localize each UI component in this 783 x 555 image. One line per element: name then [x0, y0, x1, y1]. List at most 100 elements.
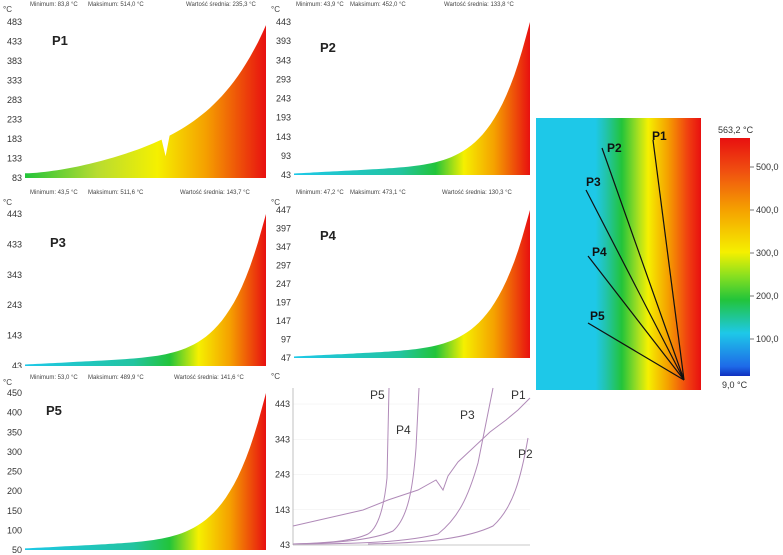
y-tick-label: 143: [7, 331, 22, 341]
profile-area: [294, 210, 530, 358]
series-label-p5: P5: [370, 388, 385, 402]
series-line-p4: [292, 387, 420, 545]
stat-minimum: Minimum: 47,2 °C: [296, 190, 344, 196]
profile-line-label-p2: P2: [607, 141, 622, 155]
profile-label: P5: [46, 403, 62, 418]
y-tick-label: 443: [275, 399, 290, 409]
profile-line-label-p4: P4: [592, 245, 607, 259]
y-tick-label: 250: [7, 467, 22, 477]
stat-average: Wartość średnia: 130,3 °C: [442, 190, 512, 196]
series-label-p3: P3: [460, 408, 475, 422]
combined-profiles-chart: °C 443 343 243 143 43 P5 P4 P3 P1 P2: [268, 368, 536, 555]
series-label-p4: P4: [396, 423, 411, 437]
stats-bar: Minimum: 47,2 °C Maksimum: 473,1 °C Wart…: [268, 188, 531, 200]
stat-average: Wartość średnia: 141,6 °C: [174, 375, 244, 381]
profile-line-label-p1: P1: [652, 129, 667, 143]
profile-line-p4: [587, 255, 685, 381]
y-tick-label: 400: [7, 408, 22, 418]
y-tick-label: 393: [276, 36, 291, 46]
stat-average: Wartość średnia: 133,8 °C: [444, 2, 514, 8]
profile-label: P4: [320, 228, 336, 243]
series-line-p3: [292, 387, 494, 545]
color-scale-bar: [720, 138, 750, 376]
y-tick-label: 347: [276, 242, 291, 252]
y-tick-label: 483: [7, 17, 22, 27]
y-tick-label: 233: [7, 115, 22, 125]
chart-panel-p4: Minimum: 47,2 °C Maksimum: 473,1 °C Wart…: [268, 188, 531, 363]
y-tick-label: 100: [7, 525, 22, 535]
profile-chart-svg: 483 433 383 333 283 233 183 133 83: [7, 17, 266, 183]
unit-label: °C: [3, 378, 12, 387]
y-tick-label: 383: [7, 56, 22, 66]
scale-tick-label: 200,0: [756, 291, 779, 301]
stat-maximum: Maksimum: 514,0 °C: [88, 2, 144, 8]
y-tick-label: 300: [7, 447, 22, 457]
y-tick-label: 83: [12, 173, 22, 183]
profile-area: [25, 25, 266, 178]
combined-chart-svg: 443 343 243 143 43 P5 P4 P3 P1 P2: [275, 387, 533, 550]
unit-label: °C: [3, 5, 12, 14]
stat-maximum: Maksimum: 511,6 °C: [88, 190, 144, 196]
y-tick-label: 443: [276, 17, 291, 27]
profile-label: P1: [52, 33, 68, 48]
stat-maximum: Maksimum: 452,0 °C: [350, 2, 406, 8]
y-tick-label: 133: [7, 154, 22, 164]
color-scale-max-label: 563,2 °C: [718, 125, 754, 135]
y-tick-label: 247: [276, 279, 291, 289]
profile-chart-svg: 443 393 343 293 243 193 143 93 43: [276, 17, 530, 180]
y-tick-label: 243: [276, 94, 291, 104]
y-tick-label: 297: [276, 261, 291, 271]
profile-area: [25, 393, 266, 550]
profile-line-p1: [652, 139, 685, 381]
stat-maximum: Maksimum: 489,9 °C: [88, 375, 144, 381]
series-line-p2: [367, 437, 529, 545]
y-tick-label: 293: [276, 74, 291, 84]
stat-minimum: Minimum: 53,0 °C: [30, 375, 78, 381]
y-tick-label: 397: [276, 224, 291, 234]
chart-panel-p5: Minimum: 53,0 °C Maksimum: 489,9 °C Wart…: [0, 373, 268, 555]
y-tick-label: 50: [12, 545, 22, 555]
profile-line-p2: [601, 147, 685, 381]
profile-line-label-p3: P3: [586, 175, 601, 189]
y-tick-label: 200: [7, 486, 22, 496]
y-tick-label: 183: [7, 134, 22, 144]
profile-chart-svg: 450 400 350 300 250 200 150 100 50: [7, 388, 266, 555]
y-tick-label: 447: [276, 205, 291, 215]
stat-minimum: Minimum: 43,5 °C: [30, 190, 78, 196]
chart-panel-p1: Minimum: 83,8 °C Maksimum: 514,0 °C Wart…: [0, 0, 268, 183]
y-tick-label: 243: [7, 300, 22, 310]
unit-label: °C: [271, 198, 280, 207]
series-line-p5: [292, 387, 390, 545]
y-tick-label: 43: [12, 361, 22, 368]
stat-maximum: Maksimum: 473,1 °C: [350, 190, 406, 196]
stat-minimum: Minimum: 83,8 °C: [30, 2, 78, 8]
stats-bar: Minimum: 43,5 °C Maksimum: 511,6 °C Wart…: [0, 188, 268, 200]
y-tick-label: 150: [7, 506, 22, 516]
y-tick-label: 197: [276, 298, 291, 308]
stat-minimum: Minimum: 43,9 °C: [296, 2, 344, 8]
y-tick-label: 143: [276, 132, 291, 142]
profile-area: [25, 214, 266, 366]
color-scale-min-label: 9,0 °C: [722, 380, 748, 390]
y-tick-label: 343: [275, 434, 290, 444]
scale-tick-label: 500,0: [756, 162, 779, 172]
profile-chart-svg: 443 433 343 243 143 43: [7, 209, 266, 368]
profile-label: P2: [320, 40, 336, 55]
thermal-image: P1 P2 P3 P4 P5: [536, 118, 701, 390]
stats-bar: Minimum: 53,0 °C Maksimum: 489,9 °C Wart…: [0, 373, 268, 385]
profile-line-p3: [585, 189, 685, 381]
y-tick-label: 93: [281, 151, 291, 161]
unit-label: °C: [271, 5, 280, 14]
unit-label: °C: [271, 372, 280, 381]
y-tick-label: 450: [7, 388, 22, 398]
y-tick-label: 97: [281, 335, 291, 345]
series-line-p1: [292, 397, 531, 527]
y-tick-label: 193: [276, 113, 291, 123]
profile-line-p5: [587, 322, 685, 381]
y-tick-label: 43: [281, 170, 291, 180]
scale-tick-label: 100,0: [756, 334, 779, 344]
series-label-p1: P1: [511, 388, 526, 402]
y-tick-label: 433: [7, 239, 22, 249]
y-tick-label: 343: [7, 270, 22, 280]
scale-tick-label: 400,0: [756, 205, 779, 215]
